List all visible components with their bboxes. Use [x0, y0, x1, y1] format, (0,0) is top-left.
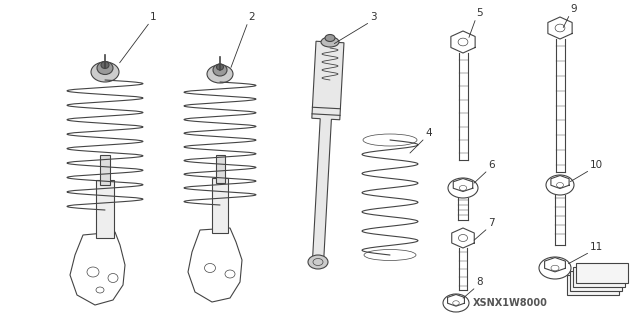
Text: 8: 8 — [476, 277, 483, 287]
Bar — [96, 180, 114, 238]
Ellipse shape — [91, 62, 119, 82]
Text: 9: 9 — [570, 4, 577, 14]
Ellipse shape — [325, 34, 335, 41]
Bar — [216, 155, 225, 183]
Text: 3: 3 — [370, 12, 376, 22]
Bar — [100, 155, 110, 185]
Text: 6: 6 — [488, 160, 495, 170]
Bar — [570, 271, 622, 291]
Bar — [212, 178, 228, 233]
Text: 7: 7 — [488, 218, 495, 228]
Ellipse shape — [207, 65, 233, 83]
Bar — [567, 275, 619, 295]
Bar — [576, 263, 628, 283]
Polygon shape — [312, 41, 344, 262]
Text: 4: 4 — [425, 128, 431, 138]
Bar — [573, 267, 625, 287]
Ellipse shape — [216, 64, 223, 70]
Ellipse shape — [321, 37, 339, 47]
Text: 5: 5 — [476, 8, 483, 18]
Text: 10: 10 — [590, 160, 603, 170]
Text: XSNX1W8000: XSNX1W8000 — [472, 298, 547, 308]
Ellipse shape — [213, 64, 227, 76]
Ellipse shape — [308, 255, 328, 269]
Text: 11: 11 — [590, 242, 604, 252]
Text: 1: 1 — [150, 12, 157, 22]
Ellipse shape — [101, 62, 109, 69]
Ellipse shape — [97, 62, 113, 75]
Text: 2: 2 — [248, 12, 255, 22]
